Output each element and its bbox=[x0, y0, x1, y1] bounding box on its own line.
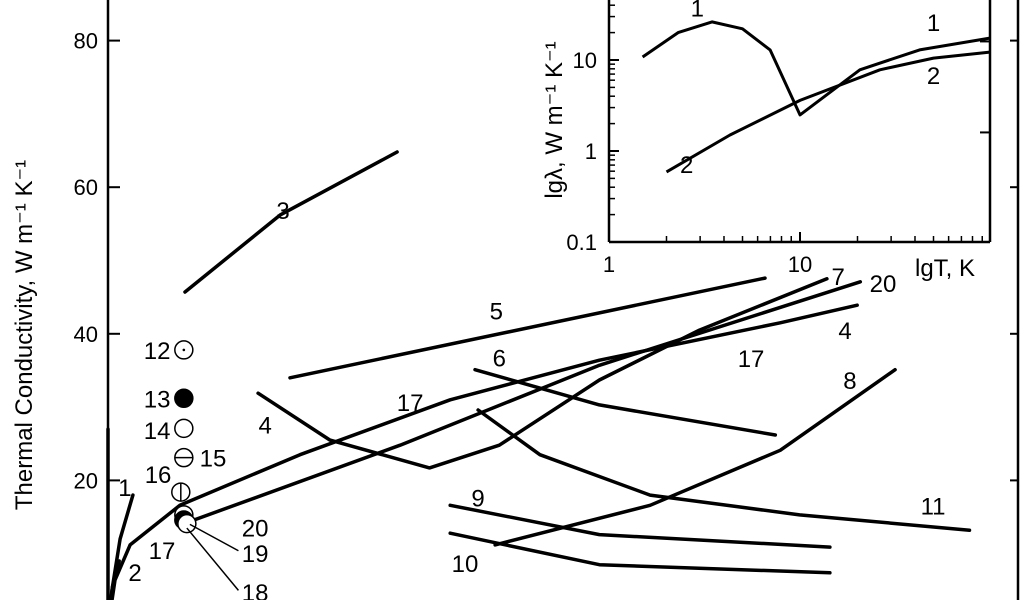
series-line-20 bbox=[178, 280, 863, 527]
inset-curve-label: 1 bbox=[691, 0, 704, 22]
curve-label: 18 bbox=[242, 580, 269, 600]
marker-15 bbox=[174, 447, 194, 468]
inset-curve-label: 2 bbox=[927, 63, 940, 90]
curve-label: 15 bbox=[200, 446, 227, 473]
curve-label: 20 bbox=[242, 515, 269, 542]
marker-14 bbox=[174, 418, 194, 439]
curve-label: 5 bbox=[490, 298, 503, 325]
series-line-4 bbox=[256, 277, 829, 470]
series-line-3 bbox=[183, 150, 399, 294]
curve-label: 1 bbox=[118, 475, 131, 502]
inset-series-line-1 bbox=[641, 20, 991, 117]
series-line-8 bbox=[493, 367, 897, 547]
curve-label: 4 bbox=[258, 413, 271, 440]
curve-label: 4 bbox=[838, 318, 851, 345]
marker-circle bbox=[174, 418, 194, 439]
marker-19 bbox=[177, 513, 197, 534]
curve-label: 17 bbox=[149, 538, 176, 565]
series-line-5 bbox=[288, 276, 767, 380]
inset-background bbox=[607, 0, 992, 244]
inset-y-tick-label: 1 bbox=[585, 139, 597, 164]
series-line-1 bbox=[109, 493, 135, 600]
curve-label: 9 bbox=[471, 485, 484, 512]
inset-curve-label: 1 bbox=[927, 10, 940, 37]
curve-label: 16 bbox=[145, 462, 172, 489]
series-line-9 bbox=[448, 503, 832, 549]
curve-label: 17 bbox=[738, 346, 765, 373]
y-tick-label: 60 bbox=[74, 175, 98, 200]
curve-label: 12 bbox=[144, 338, 171, 365]
main-markers bbox=[171, 340, 240, 591]
inset-y-tick-label: 0.1 bbox=[566, 230, 597, 255]
curve-label: 19 bbox=[242, 541, 269, 568]
inset-x-tick-label: 10 bbox=[788, 252, 812, 277]
marker-circle bbox=[177, 513, 197, 534]
main-series bbox=[106, 150, 972, 600]
inset-x-tick-label: 1 bbox=[603, 252, 615, 277]
curve-label: 8 bbox=[843, 368, 856, 395]
leader-line-19 bbox=[189, 523, 239, 552]
curve-label: 20 bbox=[870, 271, 897, 298]
curve-label: 10 bbox=[452, 551, 479, 578]
series-line-10 bbox=[448, 531, 832, 575]
y-tick-label: 20 bbox=[74, 468, 98, 493]
inset-curve-label: 2 bbox=[680, 152, 693, 179]
leader-line-18 bbox=[186, 527, 240, 591]
main-y-axis-label: Thermal Conductivity, W m⁻¹ K⁻¹ bbox=[11, 160, 38, 510]
curve-label: 6 bbox=[493, 345, 506, 372]
curve-label: 3 bbox=[276, 198, 289, 225]
y-tick-label: 80 bbox=[74, 29, 98, 54]
curve-label: 17 bbox=[397, 390, 424, 417]
inset-series-line-2 bbox=[665, 50, 990, 174]
marker-12 bbox=[174, 340, 194, 360]
marker-circle bbox=[174, 388, 194, 409]
curve-label: 13 bbox=[144, 386, 171, 413]
inset-y-tick-label: 10 bbox=[573, 48, 597, 73]
marker-dot bbox=[182, 348, 186, 352]
inset-x-axis-label: lgT, K bbox=[915, 255, 975, 282]
series-line-17 bbox=[110, 303, 859, 600]
curve-label: 11 bbox=[921, 493, 946, 520]
marker-13 bbox=[174, 388, 194, 409]
y-tick-label: 40 bbox=[74, 322, 98, 347]
curve-label: 7 bbox=[831, 264, 844, 291]
inset-y-axis-label: lgλ, W m⁻¹ K⁻¹ bbox=[541, 41, 568, 198]
curve-label: 14 bbox=[144, 418, 171, 445]
marker-16 bbox=[171, 482, 191, 502]
curve-label: 2 bbox=[128, 560, 141, 587]
series-line-2 bbox=[109, 559, 121, 600]
series-line-11 bbox=[476, 408, 972, 532]
